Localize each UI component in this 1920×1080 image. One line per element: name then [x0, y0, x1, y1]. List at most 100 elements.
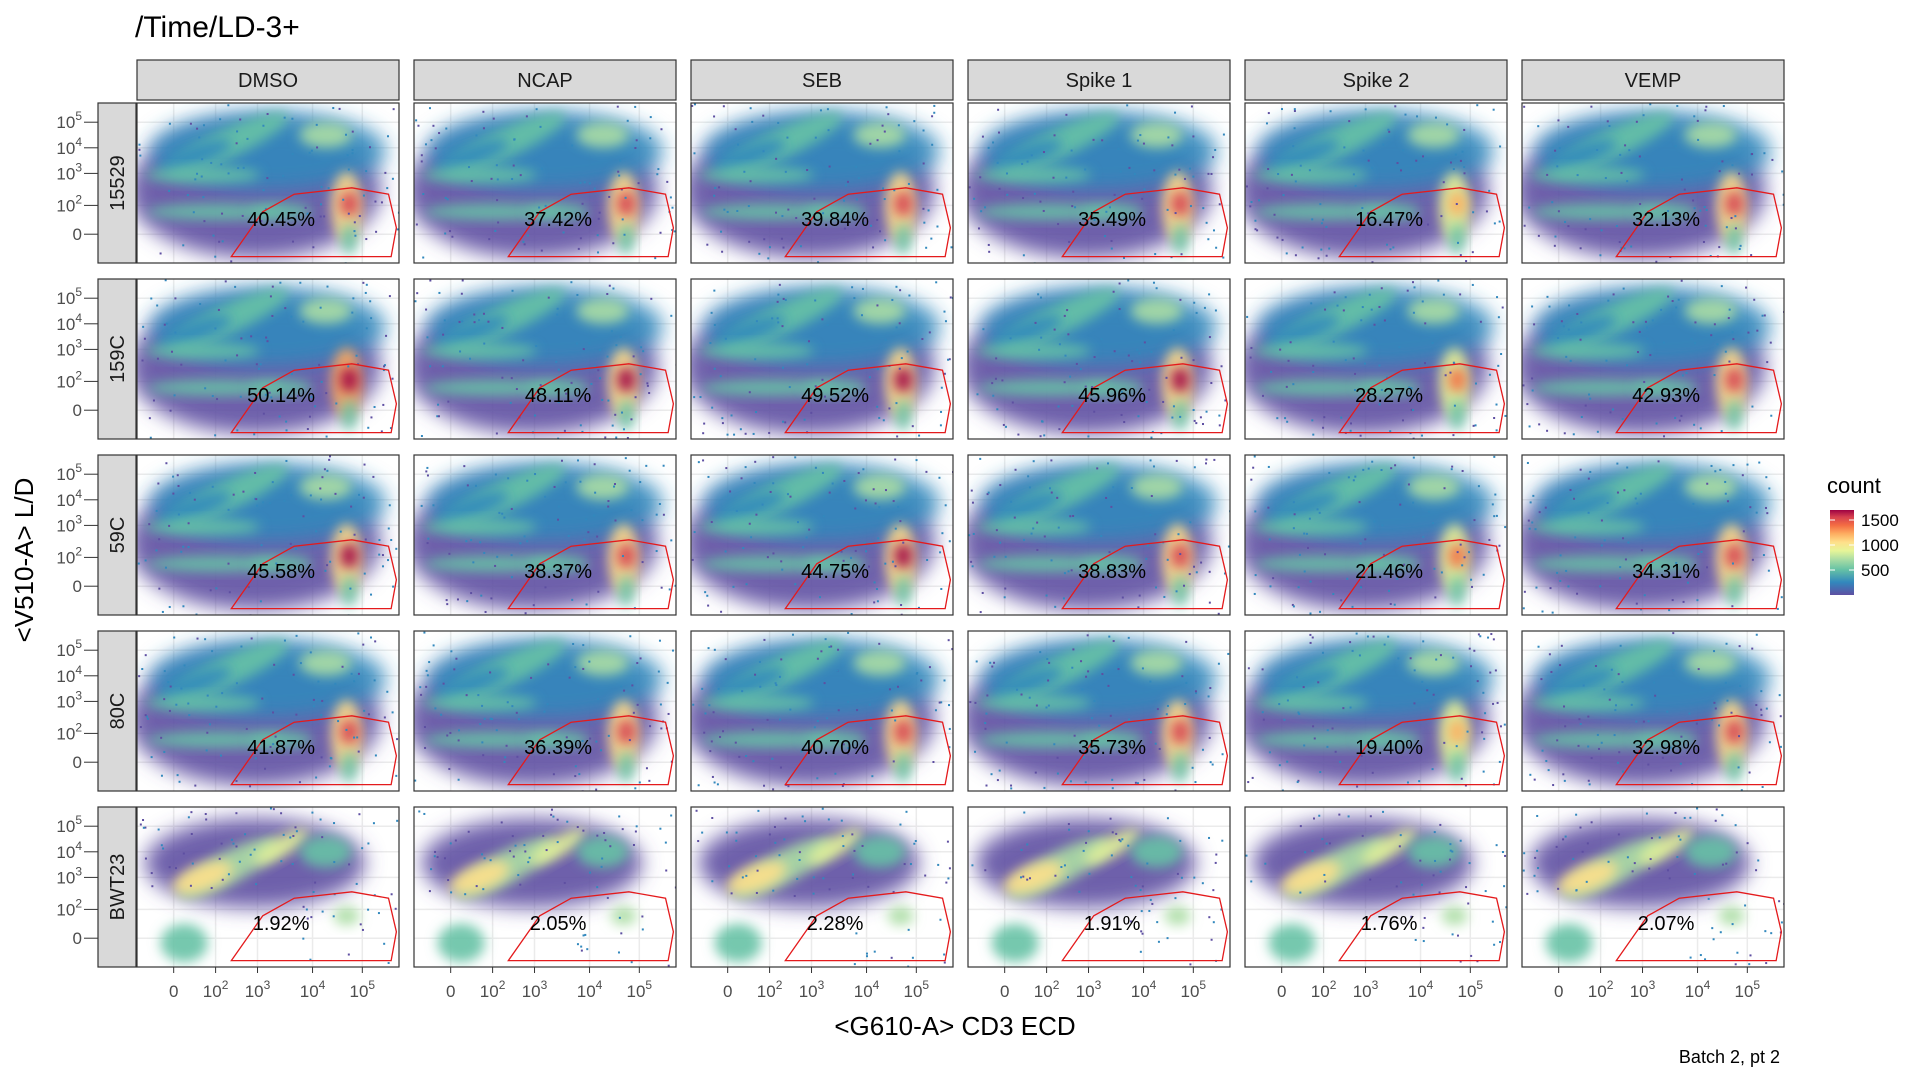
speckle-dot	[671, 649, 674, 652]
gate-polygon	[784, 187, 952, 258]
speckle-dot	[1710, 334, 1713, 337]
speckle-dot	[828, 165, 831, 168]
speckle-dot	[1067, 333, 1070, 336]
speckle-dot	[1165, 713, 1168, 716]
speckle-dot	[1442, 181, 1445, 184]
density-blob	[434, 667, 509, 700]
speckle-dot	[620, 932, 623, 935]
speckle-dot	[1590, 105, 1593, 108]
speckle-dot	[1212, 156, 1215, 159]
speckle-dot	[1364, 108, 1367, 111]
speckle-dot	[426, 336, 429, 339]
speckle-dot	[837, 648, 840, 651]
speckle-dot	[182, 852, 185, 855]
speckle-dot	[269, 745, 272, 748]
speckle-dot	[939, 424, 942, 427]
speckle-dot	[1667, 869, 1670, 872]
speckle-dot	[1745, 286, 1748, 289]
speckle-dot	[1352, 479, 1355, 482]
speckle-dot	[218, 857, 221, 860]
facet-panel: 40.70%	[690, 630, 954, 792]
speckle-dot	[1713, 650, 1716, 653]
facet-panel: 2.07%	[1521, 806, 1785, 968]
speckle-dot	[720, 610, 723, 613]
speckle-dot	[1142, 142, 1145, 145]
speckle-dot	[973, 197, 976, 200]
x-tick-label: 105	[1181, 978, 1207, 1001]
speckle-dot	[1355, 632, 1358, 635]
facet-panel: 2.05%	[413, 806, 677, 968]
speckle-dot	[420, 693, 423, 696]
speckle-dot	[585, 518, 588, 521]
gate-percentage-label: 1.76%	[1361, 913, 1418, 935]
speckle-dot	[1043, 535, 1046, 538]
speckle-dot	[854, 747, 857, 750]
facet-panel: 50.14%	[136, 278, 400, 440]
speckle-dot	[894, 527, 897, 530]
speckle-dot	[550, 808, 553, 811]
speckle-dot	[432, 644, 435, 647]
speckle-dot	[656, 173, 659, 176]
speckle-dot	[1201, 423, 1204, 426]
speckle-dot	[1559, 579, 1562, 582]
speckle-dot	[586, 948, 589, 951]
speckle-dot	[445, 127, 448, 130]
speckle-dot	[1410, 408, 1413, 411]
speckle-dot	[1109, 714, 1112, 717]
speckle-dot	[329, 560, 332, 563]
speckle-dot	[163, 750, 166, 753]
speckle-dot	[704, 712, 707, 715]
speckle-dot	[1596, 430, 1599, 433]
density-layer	[968, 279, 1227, 439]
speckle-dot	[1064, 354, 1067, 357]
speckle-dot	[918, 434, 921, 437]
speckle-dot	[1146, 544, 1149, 547]
speckle-dot	[877, 537, 880, 540]
speckle-dot	[920, 679, 923, 682]
speckle-dot	[1261, 711, 1264, 714]
speckle-dot	[1468, 551, 1471, 554]
speckle-dot	[771, 317, 774, 320]
speckle-dot	[1179, 839, 1182, 842]
speckle-dot	[841, 835, 844, 838]
speckle-dot	[1697, 552, 1700, 555]
density-speckle	[693, 281, 953, 438]
speckle-dot	[359, 923, 362, 926]
speckle-dot	[1296, 676, 1299, 679]
density-speckle	[969, 634, 1230, 791]
speckle-dot	[1334, 750, 1337, 753]
speckle-dot	[641, 561, 644, 564]
speckle-dot	[426, 474, 429, 477]
speckle-dot	[1087, 670, 1090, 673]
speckle-dot	[943, 310, 946, 313]
density-blob	[803, 379, 867, 396]
speckle-dot	[617, 170, 620, 173]
speckle-dot	[1704, 224, 1707, 227]
speckle-dot	[396, 819, 399, 822]
speckle-dot	[249, 853, 252, 856]
speckle-dot	[814, 299, 817, 302]
speckle-dot	[1267, 167, 1270, 170]
speckle-dot	[1580, 321, 1583, 324]
density-speckle	[414, 631, 676, 791]
speckle-dot	[617, 951, 620, 954]
speckle-dot	[1575, 813, 1578, 816]
speckle-dot	[1412, 437, 1415, 439]
speckle-dot	[1272, 577, 1275, 580]
speckle-dot	[517, 718, 520, 721]
speckle-dot	[1655, 260, 1658, 263]
speckle-dot	[1085, 675, 1088, 678]
speckle-dot	[332, 915, 335, 918]
speckle-dot	[1151, 430, 1154, 433]
speckle-dot	[779, 766, 782, 769]
speckle-dot	[200, 175, 203, 178]
speckle-dot	[1004, 425, 1007, 428]
speckle-dot	[1360, 319, 1363, 322]
speckle-dot	[775, 684, 778, 687]
speckle-dot	[898, 150, 901, 153]
speckle-dot	[1636, 351, 1639, 354]
speckle-dot	[1120, 413, 1123, 416]
density-blob	[975, 695, 1092, 711]
speckle-dot	[655, 550, 658, 553]
speckle-dot	[1210, 382, 1213, 385]
